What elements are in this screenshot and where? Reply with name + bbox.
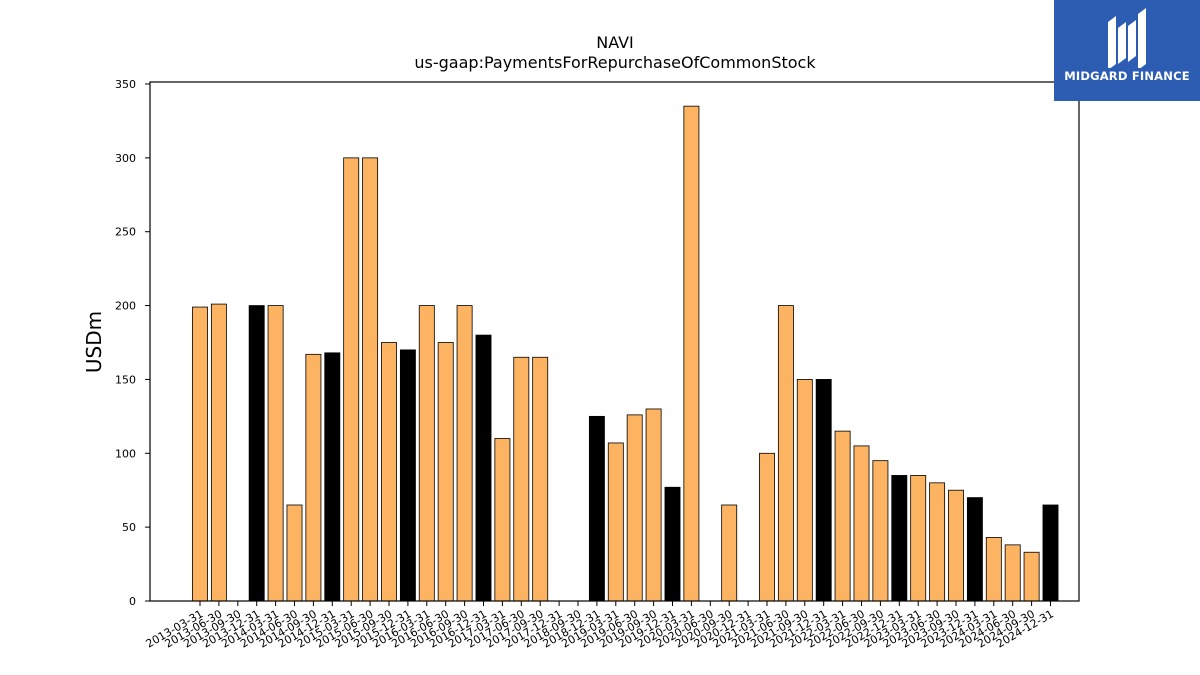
bar-2015-06-30: [362, 157, 379, 602]
bar-2024-03-31: [985, 537, 1002, 602]
y-axis: 0 50 100 150 200 250 300 350: [115, 78, 150, 608]
bar-2018-12-31: [588, 415, 605, 602]
bar-2019-12-31: [664, 486, 681, 602]
bar-2022-06-30: [853, 445, 870, 602]
y-tick-label: 250: [115, 226, 136, 239]
y-tick-label: 100: [115, 447, 136, 460]
bar-2017-09-30: [532, 356, 549, 602]
bar-2021-12-31: [815, 379, 832, 602]
bar-2019-09-30: [645, 408, 662, 602]
bar-2015-09-30: [381, 342, 397, 602]
bar-2022-09-30: [872, 460, 889, 602]
bar-2014-12-31: [324, 352, 341, 602]
bar-2016-06-30: [437, 342, 454, 602]
chart-title: NAVI: [596, 33, 634, 52]
bar-2021-03-31: [759, 452, 775, 602]
bar-2015-12-31: [399, 349, 416, 602]
bar-2022-03-31: [834, 430, 851, 602]
bar-2014-09-30: [305, 353, 322, 602]
bar-2023-06-30: [929, 482, 946, 602]
y-tick-label: 50: [122, 521, 136, 534]
y-tick-label: 0: [129, 595, 136, 608]
bar-2023-12-31: [966, 497, 983, 602]
y-tick-label: 350: [115, 78, 136, 91]
bar-2022-12-31: [891, 475, 908, 602]
bar-2023-03-31: [910, 475, 927, 602]
bar-2016-12-31: [475, 334, 492, 602]
y-axis-label: USDm: [82, 311, 106, 373]
bar-2024-09-30: [1023, 551, 1040, 602]
bar-2016-09-30: [456, 305, 473, 602]
bar-2021-09-30: [796, 379, 813, 602]
bar-2014-06-30: [286, 504, 303, 602]
bar-2013-12-31: [248, 305, 265, 602]
bar-2019-06-30: [626, 414, 643, 602]
logo-mark-icon: [1108, 8, 1146, 68]
bar-2016-03-31: [418, 305, 435, 602]
midgard-finance-logo: MIDGARD FINANCE: [1054, 0, 1200, 101]
bar-2024-12-31: [1042, 504, 1059, 602]
bar-2023-09-30: [948, 489, 964, 602]
bar-2019-03-31: [607, 442, 624, 602]
bar-2017-06-30: [513, 356, 530, 602]
plot-frame: [149, 81, 1080, 602]
bar-2013-03-31: [192, 306, 208, 602]
bar-2020-09-30: [721, 504, 738, 602]
bar-2017-03-31: [494, 438, 511, 602]
x-axis: 2013-03-312013-06-302013-09-302013-12-31…: [144, 601, 1056, 651]
logo-text: MIDGARD FINANCE: [1064, 69, 1190, 83]
bars-group: [192, 105, 1059, 602]
bar-2013-06-30: [210, 303, 227, 602]
bar-2024-06-30: [1004, 544, 1021, 602]
bar-2020-03-31: [683, 105, 700, 602]
bar-2021-06-30: [777, 305, 794, 602]
bar-2014-03-31: [267, 305, 284, 602]
y-tick-label: 200: [115, 300, 136, 313]
y-tick-label: 300: [115, 152, 136, 165]
y-tick-label: 150: [115, 373, 136, 386]
chart-subtitle: us-gaap:PaymentsForRepurchaseOfCommonSto…: [414, 53, 816, 72]
bar-2015-03-31: [343, 157, 360, 602]
